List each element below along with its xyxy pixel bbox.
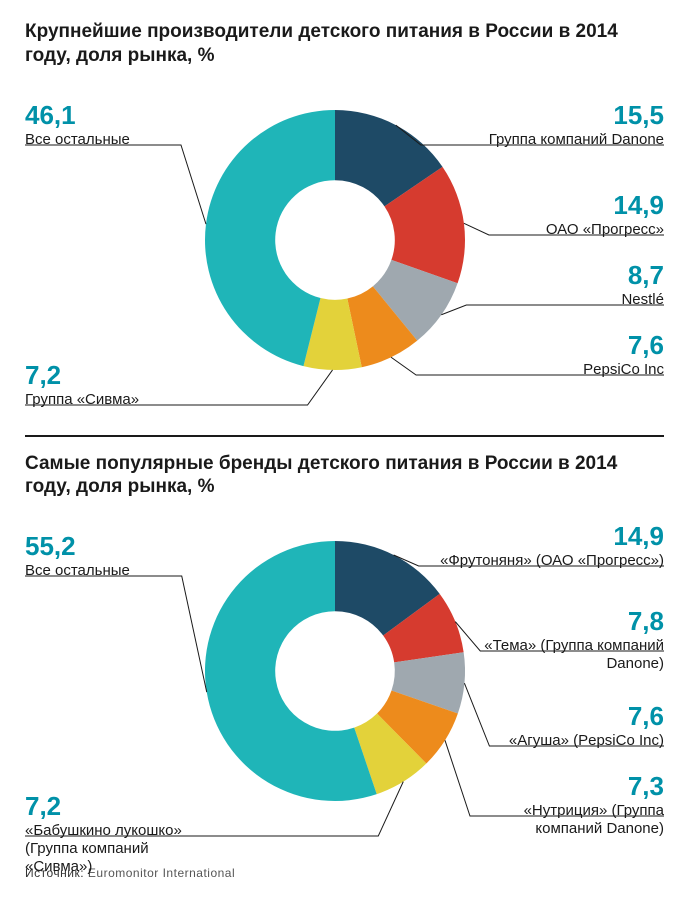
chart1-label-progress: 14,9 ОАО «Прогресс» bbox=[546, 190, 664, 239]
brands-chart-block: Самые популярные бренды детского питания… bbox=[25, 452, 664, 852]
chart2-area: 55,2 Все остальные 7,2 «Бабушкино лукошк… bbox=[25, 511, 664, 851]
chart1-donut bbox=[195, 100, 475, 380]
chart2-txt-tema: «Тема» (Группа компаний Danone) bbox=[484, 637, 664, 673]
chart2-val-nutricia: 7,3 bbox=[484, 771, 664, 802]
leader-others bbox=[25, 576, 207, 692]
chart1-val-sivma: 7,2 bbox=[25, 360, 139, 391]
chart1-label-others: 46,1 Все остальные bbox=[25, 100, 130, 149]
chart1-val-nestle: 8,7 bbox=[621, 260, 664, 291]
divider bbox=[25, 435, 664, 437]
chart2-txt-lukoshko: «Бабушкино лукошко» (Группа компаний «Си… bbox=[25, 822, 205, 876]
chart2-val-tema: 7,8 bbox=[484, 606, 664, 637]
chart2-txt-frutonyanya: «Фрутоняня» (ОАО «Прогресс») bbox=[440, 552, 664, 570]
chart1-label-pepsico: 7,6 PepsiCo Inc bbox=[583, 330, 664, 379]
leader-others bbox=[25, 145, 206, 224]
chart2-label-agusha: 7,6 «Агуша» (PepsiCo Inc) bbox=[509, 701, 664, 750]
chart1-val-others: 46,1 bbox=[25, 100, 130, 131]
chart1-label-danone: 15,5 Группа компаний Danone bbox=[489, 100, 664, 149]
chart1-title: Крупнейшие производители детского питани… bbox=[25, 20, 664, 68]
chart1-label-sivma: 7,2 Группа «Сивма» bbox=[25, 360, 139, 409]
chart2-txt-others: Все остальные bbox=[25, 562, 130, 580]
chart2-donut bbox=[195, 531, 475, 811]
chart2-txt-nutricia: «Нутриция» (Группа компаний Danone) bbox=[484, 802, 664, 838]
chart2-label-others: 55,2 Все остальные bbox=[25, 531, 130, 580]
chart1-label-nestle: 8,7 Nestlé bbox=[621, 260, 664, 309]
chart2-val-frutonyanya: 14,9 bbox=[440, 521, 664, 552]
chart1-val-danone: 15,5 bbox=[489, 100, 664, 131]
chart1-txt-pepsico: PepsiCo Inc bbox=[583, 361, 664, 379]
chart2-label-tema: 7,8 «Тема» (Группа компаний Danone) bbox=[484, 606, 664, 673]
chart2-title: Самые популярные бренды детского питания… bbox=[25, 452, 664, 500]
chart1-txt-danone: Группа компаний Danone bbox=[489, 131, 664, 149]
chart1-area: 46,1 Все остальные 7,2 Группа «Сивма» 15… bbox=[25, 80, 664, 420]
chart2-txt-agusha: «Агуша» (PepsiCo Inc) bbox=[509, 732, 664, 750]
chart1-val-pepsico: 7,6 bbox=[583, 330, 664, 361]
chart2-label-lukoshko: 7,2 «Бабушкино лукошко» (Группа компаний… bbox=[25, 791, 205, 876]
chart1-txt-others: Все остальные bbox=[25, 131, 130, 149]
chart2-label-frutonyanya: 14,9 «Фрутоняня» (ОАО «Прогресс») bbox=[440, 521, 664, 570]
chart1-val-progress: 14,9 bbox=[546, 190, 664, 221]
chart2-label-nutricia: 7,3 «Нутриция» (Группа компаний Danone) bbox=[484, 771, 664, 838]
chart1-txt-sivma: Группа «Сивма» bbox=[25, 391, 139, 409]
chart1-txt-nestle: Nestlé bbox=[621, 291, 664, 309]
chart1-txt-progress: ОАО «Прогресс» bbox=[546, 221, 664, 239]
chart2-val-others: 55,2 bbox=[25, 531, 130, 562]
producers-chart-block: Крупнейшие производители детского питани… bbox=[25, 20, 664, 420]
chart2-val-agusha: 7,6 bbox=[509, 701, 664, 732]
chart2-val-lukoshko: 7,2 bbox=[25, 791, 205, 822]
